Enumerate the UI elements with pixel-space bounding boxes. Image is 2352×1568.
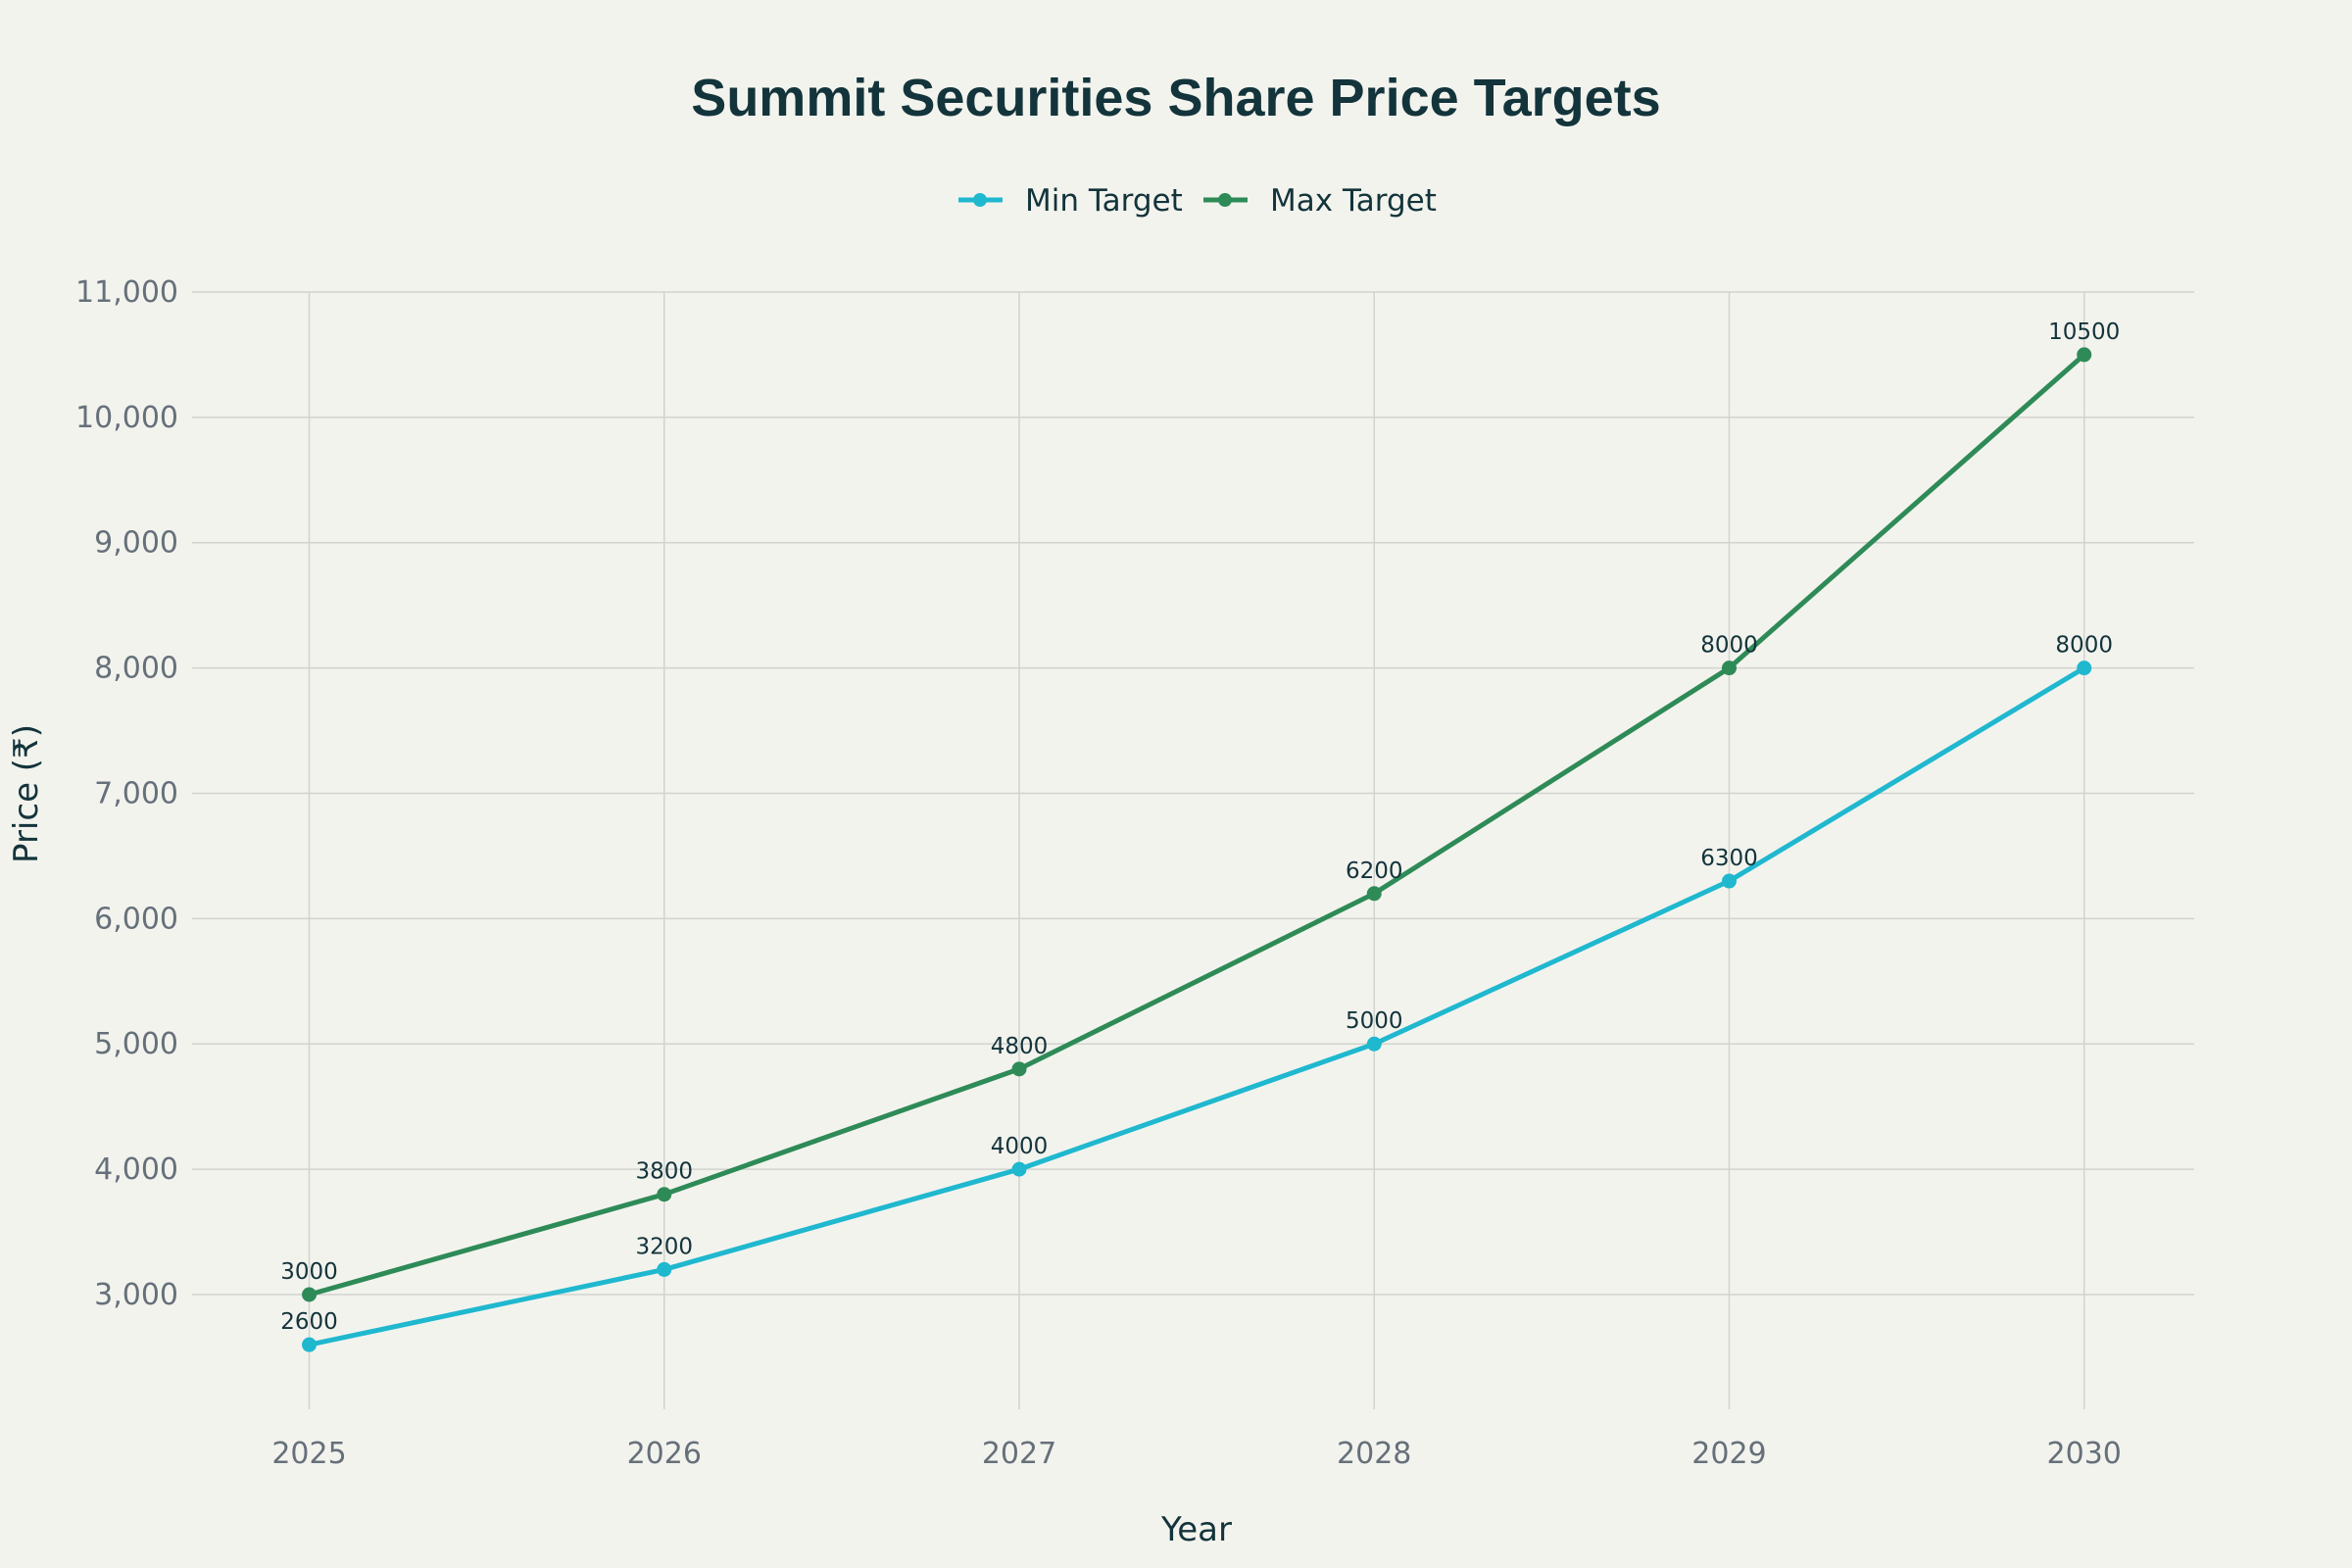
data-label: 4800 [991,1034,1049,1059]
data-point[interactable] [2077,661,2092,676]
data-point[interactable] [657,1187,672,1202]
data-point[interactable] [1011,1161,1027,1177]
x-tick-label: 2027 [982,1437,1056,1471]
legend-marker [1218,193,1232,207]
data-label: 8000 [2055,633,2113,659]
y-tick-label: 8,000 [94,652,178,686]
data-label: 10500 [2048,319,2120,345]
legend-label: Min Target [1025,183,1183,219]
y-axis-title: Price (₹) [7,724,46,863]
x-axis-title: Year [1160,1510,1232,1549]
series-line [308,353,2086,1298]
series-layer: 2600 3200 4000 5000 6300 8000 3000 3800 4800 6200… [280,319,2120,1352]
legend: Min Target Max Target [958,183,1437,219]
data-point[interactable] [657,1261,672,1277]
data-label: 2600 [280,1309,338,1335]
y-tick-label: 4,000 [94,1152,178,1187]
y-tick-label: 9,000 [94,526,178,561]
series-line [309,665,2085,1348]
data-point[interactable] [1011,1061,1027,1077]
data-label: 3200 [635,1234,693,1259]
data-point[interactable] [302,1287,318,1302]
legend-label: Max Target [1270,183,1437,219]
x-tick-label: 2028 [1337,1437,1411,1471]
series-max-target: 3000 3800 4800 6200 8000 10500 [280,319,2120,1302]
x-tick-label: 2030 [2047,1437,2122,1471]
data-point[interactable] [1721,873,1737,889]
x-axis-ticks: 2025 2026 2027 2028 2029 2030 [271,1437,2122,1471]
data-label: 6300 [1700,846,1758,871]
data-point[interactable] [1366,1036,1382,1052]
y-tick-label: 7,000 [94,776,178,810]
y-tick-label: 3,000 [94,1278,178,1312]
legend-item[interactable]: Min Target [958,183,1183,219]
x-tick-label: 2026 [627,1437,702,1471]
x-tick-label: 2029 [1691,1437,1766,1471]
data-label: 4000 [991,1134,1049,1159]
legend-item[interactable]: Max Target [1203,183,1437,219]
data-label: 3000 [280,1259,338,1285]
data-label: 3800 [635,1159,693,1185]
x-tick-label: 2025 [271,1437,346,1471]
y-tick-label: 11,000 [75,275,178,310]
data-point[interactable] [302,1337,318,1352]
data-label: 6200 [1346,858,1403,884]
legend-marker [973,193,987,207]
y-tick-label: 10,000 [75,401,178,435]
data-point[interactable] [1721,661,1737,676]
y-tick-label: 5,000 [94,1027,178,1061]
gridlines [192,291,2194,1409]
data-point[interactable] [1366,886,1382,902]
data-label: 8000 [1700,633,1758,659]
data-label: 5000 [1346,1008,1403,1034]
chart-title: Summit Securities Share Price Targets [691,69,1660,127]
series-min-target: 2600 3200 4000 5000 6300 8000 [280,633,2113,1352]
y-tick-label: 6,000 [94,902,178,936]
data-point[interactable] [2077,347,2092,363]
y-axis-ticks: 3,000 4,000 5,000 6,000 7,000 8,000 9,000 10,00… [75,275,178,1312]
